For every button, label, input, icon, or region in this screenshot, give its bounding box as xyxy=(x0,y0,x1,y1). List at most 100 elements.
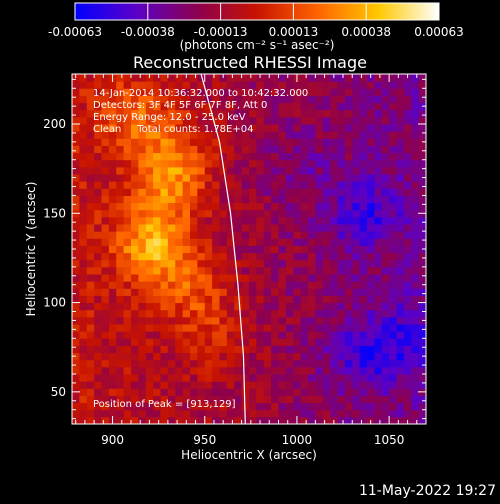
heatmap-cell xyxy=(197,359,206,368)
heatmap-cell xyxy=(263,259,272,268)
heatmap-cell xyxy=(167,95,176,104)
heatmap-cell xyxy=(145,352,154,361)
heatmap-cell xyxy=(322,309,331,318)
heatmap-cell xyxy=(123,195,132,204)
heatmap-cell xyxy=(403,231,412,239)
heatmap-cell xyxy=(256,374,265,382)
heatmap-cell xyxy=(175,231,184,239)
heatmap-cell xyxy=(167,274,176,282)
heatmap-cell xyxy=(241,345,250,354)
heatmap-cell xyxy=(226,281,235,289)
heatmap-cell xyxy=(249,345,257,354)
heatmap-cell xyxy=(101,81,110,89)
heatmap-cell xyxy=(389,274,398,282)
heatmap-cell xyxy=(308,159,316,168)
heatmap-cell xyxy=(160,124,169,132)
heatmap-cell xyxy=(315,138,324,146)
heatmap-cell xyxy=(190,416,198,424)
heatmap-cell xyxy=(293,409,302,418)
heatmap-cell xyxy=(182,359,191,368)
heatmap-cell xyxy=(359,188,368,196)
heatmap-cell xyxy=(315,188,324,196)
heatmap-cell xyxy=(204,209,213,218)
heatmap-cell xyxy=(330,138,339,146)
heatmap-cell xyxy=(212,152,221,161)
heatmap-cell xyxy=(138,81,147,89)
heatmap-cell xyxy=(359,395,368,404)
heatmap-cell xyxy=(190,266,198,275)
heatmap-cell xyxy=(226,238,235,246)
heatmap-cell xyxy=(389,374,398,382)
heatmap-cell xyxy=(315,116,324,125)
heatmap-cell xyxy=(219,216,228,225)
heatmap-cell xyxy=(131,274,139,282)
heatmap-cell xyxy=(160,331,169,339)
heatmap-cell xyxy=(367,231,375,239)
heatmap-cell xyxy=(300,238,309,246)
heatmap-cell xyxy=(234,238,243,246)
heatmap-cell xyxy=(219,309,228,318)
heatmap-cell xyxy=(293,388,302,396)
heatmap-cell xyxy=(271,374,280,382)
heatmap-cell xyxy=(278,231,287,239)
heatmap-cell xyxy=(330,102,339,111)
heatmap-cell xyxy=(411,131,420,139)
heatmap-cell xyxy=(359,231,368,239)
heatmap-cell xyxy=(403,209,412,218)
colorbar-tick-label: 0.00063 xyxy=(414,25,464,39)
heatmap-cell xyxy=(175,209,184,218)
heatmap-cell xyxy=(293,174,302,182)
heatmap-cell xyxy=(234,116,243,125)
heatmap-cell xyxy=(123,231,132,239)
heatmap-cell xyxy=(381,88,390,96)
heatmap-cell xyxy=(116,231,125,239)
heatmap-cell xyxy=(94,181,103,189)
heatmap-cell xyxy=(315,345,324,354)
heatmap-cell xyxy=(212,316,221,325)
heatmap-cell xyxy=(131,388,139,396)
heatmap-cell xyxy=(249,359,257,368)
heatmap-cell xyxy=(160,166,169,175)
heatmap-cell xyxy=(344,345,353,354)
heatmap-cell xyxy=(271,366,280,375)
heatmap-cell xyxy=(396,259,405,268)
heatmap-cell xyxy=(367,259,375,268)
heatmap-cell xyxy=(403,138,412,146)
heatmap-cell xyxy=(411,416,420,424)
heatmap-cell xyxy=(300,152,309,161)
heatmap-cell xyxy=(79,245,88,254)
heatmap-cell xyxy=(153,309,162,318)
heatmap-cell xyxy=(167,252,176,261)
heatmap-cell xyxy=(411,88,420,96)
heatmap-cell xyxy=(131,381,139,389)
heatmap-cell xyxy=(293,324,302,332)
heatmap-cell xyxy=(359,81,368,89)
heatmap-cell xyxy=(226,116,235,125)
heatmap-cell xyxy=(322,395,331,404)
heatmap-cell xyxy=(116,416,125,424)
heatmap-cell xyxy=(256,316,265,325)
heatmap-cell xyxy=(308,224,316,232)
heatmap-cell xyxy=(278,374,287,382)
heatmap-cell xyxy=(374,95,383,104)
heatmap-cell xyxy=(167,216,176,225)
heatmap-cell xyxy=(396,188,405,196)
heatmap-cell xyxy=(344,81,353,89)
heatmap-cell xyxy=(94,345,103,354)
heatmap-cell xyxy=(315,331,324,339)
heatmap-cell xyxy=(308,252,316,261)
heatmap-cell xyxy=(197,366,206,375)
heatmap-cell xyxy=(190,181,198,189)
peak-position-label: Position of Peak = [913,129] xyxy=(93,399,236,410)
heatmap-cell xyxy=(285,416,294,424)
x-axis-label: Heliocentric X (arcsec) xyxy=(181,448,317,462)
heatmap-cell xyxy=(197,288,206,296)
heatmap-cell xyxy=(167,374,176,382)
heatmap-cell xyxy=(175,309,184,318)
heatmap-cell xyxy=(79,124,88,132)
heatmap-cell xyxy=(381,295,390,304)
heatmap-cell xyxy=(153,345,162,354)
heatmap-cell xyxy=(153,302,162,311)
heatmap-cell xyxy=(241,216,250,225)
heatmap-cell xyxy=(300,166,309,175)
